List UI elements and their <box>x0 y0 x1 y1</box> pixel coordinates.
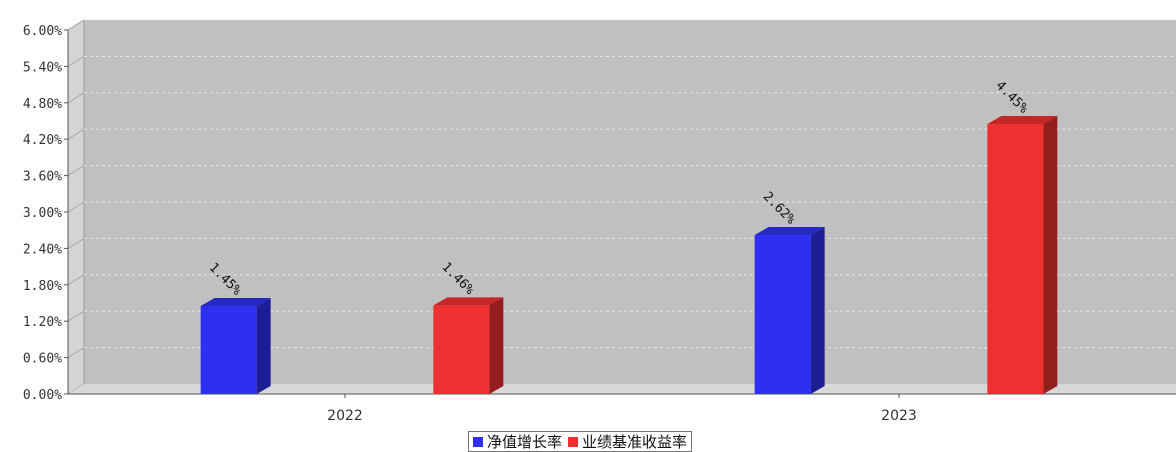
gridline-wall <box>67 55 85 67</box>
bar-front <box>433 305 490 394</box>
bar <box>754 227 825 394</box>
y-tick-label: 0.00% <box>23 388 62 403</box>
legend-swatch-blue <box>473 436 483 447</box>
bar <box>987 116 1058 395</box>
y-tick-label: 2.40% <box>23 242 62 257</box>
gridline-wall <box>67 92 85 104</box>
legend-label-series-2: 业绩基准收益率 <box>582 433 688 451</box>
legend: 净值增长率 业绩基准收益率 <box>468 431 693 452</box>
bar-front <box>200 306 257 394</box>
bar-front <box>754 235 811 394</box>
bar-side <box>489 297 504 394</box>
legend-label-series-1: 净值增长率 <box>487 433 563 451</box>
bar-top <box>987 116 1058 125</box>
gridline-wall <box>67 19 85 31</box>
y-tick-label: 1.80% <box>23 279 62 294</box>
gridline-wall <box>67 310 85 322</box>
bar-side <box>256 298 271 394</box>
legend-swatch-red <box>568 436 579 447</box>
bar-top <box>433 297 504 306</box>
bar <box>433 297 504 394</box>
bar-top <box>200 298 271 307</box>
y-tick-label: 0.60% <box>23 352 62 367</box>
y-tick-label: 5.40% <box>23 60 62 75</box>
x-category-label: 2023 <box>881 408 917 424</box>
plot-floor <box>68 384 1176 394</box>
y-axis: 0.00% 0.60% 1.20% 1.80% 2.40% 3.00% 3.60% 4.20%… <box>23 24 69 403</box>
x-category-label: 2022 <box>327 408 363 424</box>
y-tick-label: 3.60% <box>23 170 62 185</box>
y-tick-label: 4.20% <box>23 133 62 148</box>
bar-top <box>754 227 825 236</box>
y-tick-label: 4.80% <box>23 97 62 112</box>
y-tick-label: 3.00% <box>23 206 62 221</box>
y-tick-label: 6.00% <box>23 24 62 39</box>
x-axis: 2022 2023 <box>68 393 1176 424</box>
gridline-wall <box>67 347 85 359</box>
gridline-wall <box>67 237 85 249</box>
gridline-wall <box>67 165 85 177</box>
gridline-wall <box>67 128 85 140</box>
bar <box>200 298 271 394</box>
legend-item-series-2: 业绩基准收益率 <box>568 431 687 452</box>
y-tick-label: 1.20% <box>23 315 62 330</box>
bars <box>200 116 1058 395</box>
gridline-wall <box>67 274 85 286</box>
bar-side <box>1043 116 1058 395</box>
bar-side <box>810 227 825 394</box>
bar-front <box>987 124 1044 395</box>
gridline-wall <box>67 201 85 213</box>
legend-item-series-1: 净值增长率 <box>473 431 562 452</box>
